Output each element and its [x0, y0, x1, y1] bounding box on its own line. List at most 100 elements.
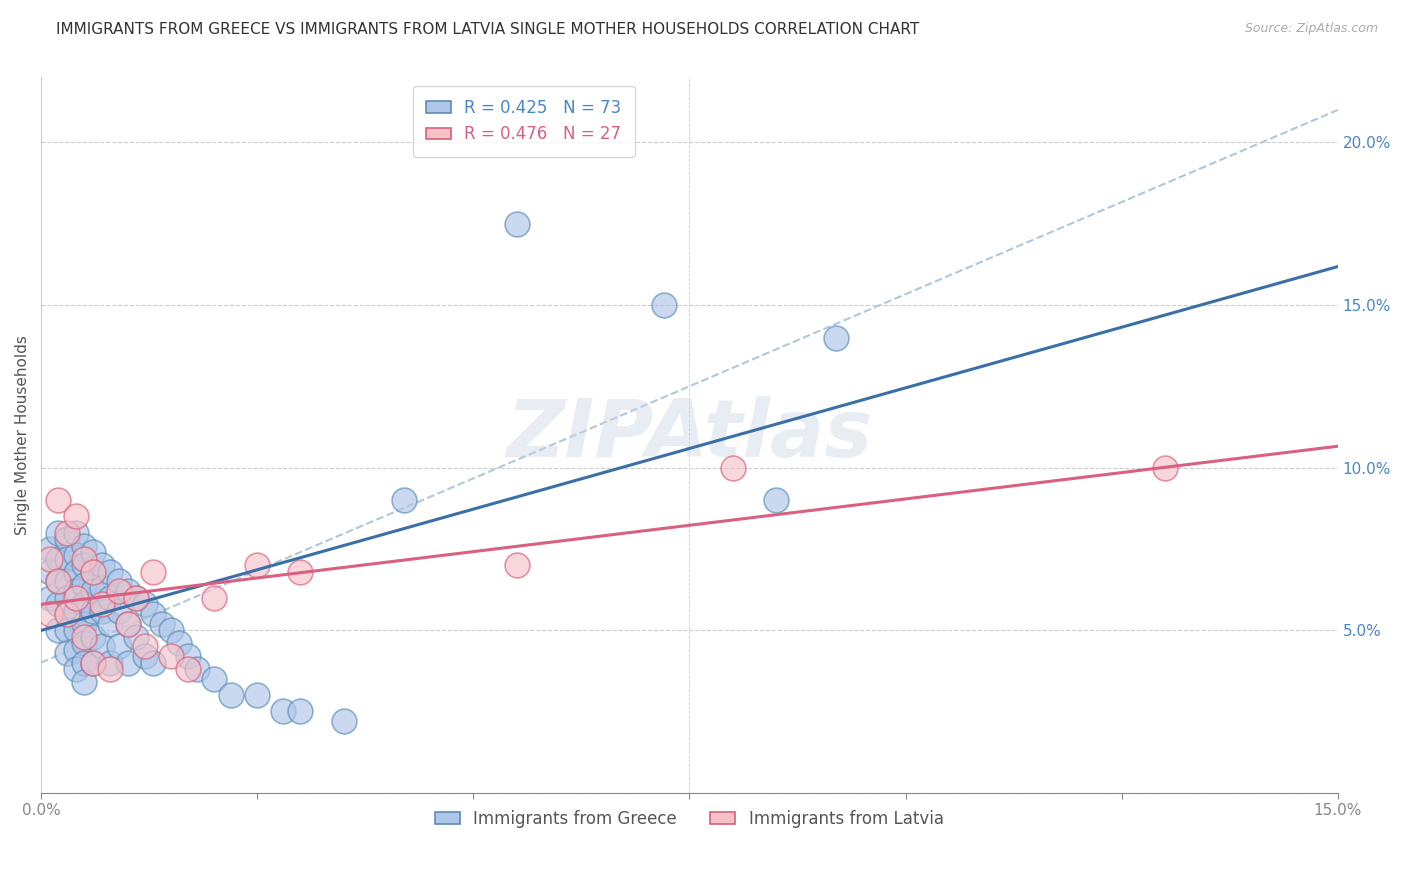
Legend: Immigrants from Greece, Immigrants from Latvia: Immigrants from Greece, Immigrants from … [429, 803, 950, 834]
Point [73, 636, 96, 650]
Point [108, 584, 131, 599]
Point [73, 675, 96, 690]
Point [117, 584, 139, 599]
Point [159, 649, 181, 664]
Point [38, 551, 60, 566]
Point [98, 656, 121, 670]
Text: ZIPAtlas: ZIPAtlas [506, 396, 873, 474]
Point [73, 656, 96, 670]
Point [56, 551, 79, 566]
Point [65, 591, 87, 605]
Point [48, 525, 70, 540]
Point [186, 662, 208, 676]
Point [73, 539, 96, 553]
Point [90, 581, 112, 595]
Text: Source: ZipAtlas.com: Source: ZipAtlas.com [1244, 22, 1378, 36]
Point [56, 574, 79, 589]
Point [73, 551, 96, 566]
Point [142, 565, 165, 579]
Point [82, 630, 104, 644]
Point [271, 705, 294, 719]
Point [48, 574, 70, 589]
Point [505, 217, 527, 231]
Point [65, 623, 87, 637]
Point [56, 607, 79, 621]
Point [38, 591, 60, 605]
Point [73, 630, 96, 644]
Point [90, 558, 112, 573]
Point [246, 558, 269, 573]
Point [65, 662, 87, 676]
Point [48, 574, 70, 589]
Point [1154, 460, 1177, 475]
Point [169, 636, 191, 650]
Point [246, 688, 269, 702]
Point [82, 604, 104, 618]
Point [159, 623, 181, 637]
Point [125, 591, 148, 605]
Point [38, 541, 60, 556]
Point [90, 640, 112, 654]
Point [117, 616, 139, 631]
Point [98, 616, 121, 631]
Point [177, 649, 200, 664]
Point [177, 662, 200, 676]
Point [108, 574, 131, 589]
Point [117, 616, 139, 631]
Point [125, 630, 148, 644]
Point [134, 649, 156, 664]
Point [125, 591, 148, 605]
Point [82, 656, 104, 670]
Point [108, 604, 131, 618]
Point [82, 584, 104, 599]
Point [73, 616, 96, 631]
Point [73, 597, 96, 611]
Point [98, 662, 121, 676]
Point [108, 640, 131, 654]
Point [82, 545, 104, 559]
Point [48, 551, 70, 566]
Point [202, 591, 225, 605]
Y-axis label: Single Mother Households: Single Mother Households [15, 335, 30, 535]
Point [82, 565, 104, 579]
Point [721, 460, 744, 475]
Point [392, 493, 415, 508]
Point [56, 525, 79, 540]
Point [142, 656, 165, 670]
Point [290, 565, 312, 579]
Point [202, 672, 225, 686]
Point [134, 640, 156, 654]
Point [134, 597, 156, 611]
Point [65, 565, 87, 579]
Point [48, 493, 70, 508]
Point [142, 607, 165, 621]
Point [82, 656, 104, 670]
Point [90, 604, 112, 618]
Point [65, 584, 87, 599]
Point [98, 565, 121, 579]
Text: IMMIGRANTS FROM GREECE VS IMMIGRANTS FROM LATVIA SINGLE MOTHER HOUSEHOLDS CORREL: IMMIGRANTS FROM GREECE VS IMMIGRANTS FRO… [56, 22, 920, 37]
Point [56, 623, 79, 637]
Point [56, 532, 79, 546]
Point [38, 607, 60, 621]
Point [219, 688, 242, 702]
Point [65, 604, 87, 618]
Point [73, 558, 96, 573]
Point [73, 577, 96, 591]
Point [65, 642, 87, 657]
Point [48, 623, 70, 637]
Point [90, 597, 112, 611]
Point [117, 656, 139, 670]
Point [290, 705, 312, 719]
Point [98, 591, 121, 605]
Point [765, 493, 787, 508]
Point [82, 565, 104, 579]
Point [505, 558, 527, 573]
Point [825, 330, 848, 344]
Point [56, 607, 79, 621]
Point [332, 714, 354, 728]
Point [150, 616, 173, 631]
Point [56, 646, 79, 660]
Point [38, 565, 60, 579]
Point [65, 549, 87, 563]
